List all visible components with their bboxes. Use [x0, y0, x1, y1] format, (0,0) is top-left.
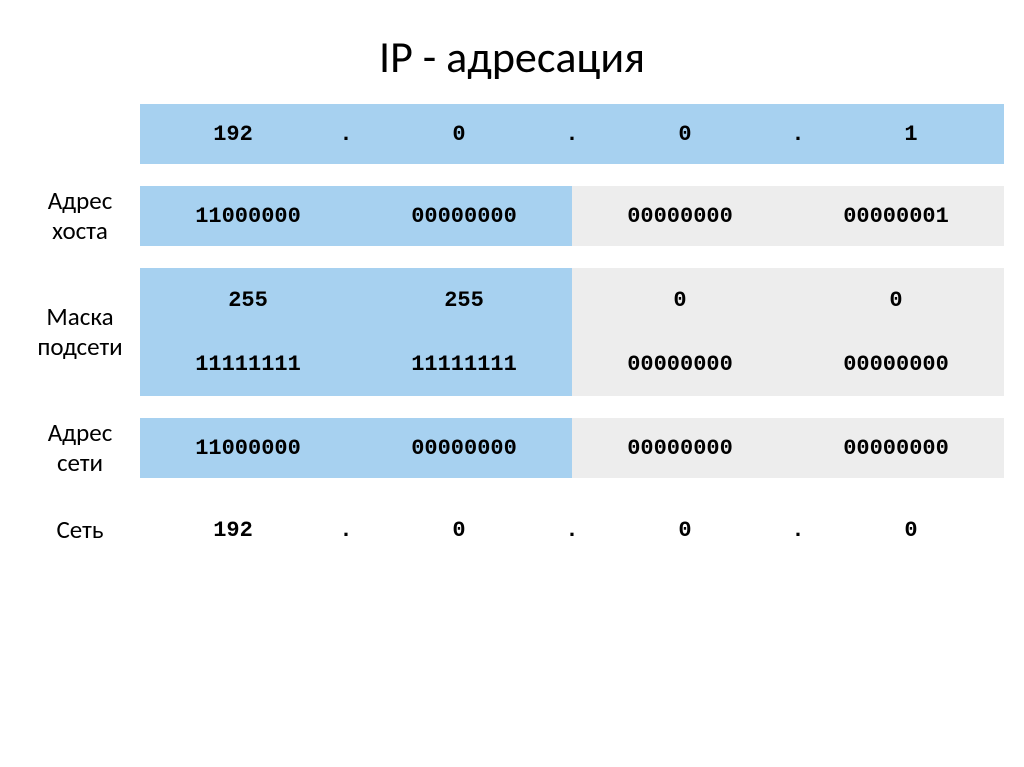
- ip-oct-3: 0: [592, 122, 778, 147]
- host-binary-strip: 11000000 00000000 00000000 00000001: [140, 186, 1004, 246]
- host-label: Адрес хоста: [20, 186, 140, 246]
- net-bin-4: 00000000: [788, 436, 1004, 461]
- network-row: Сеть 192 . 0 . 0 . 0: [20, 500, 1004, 560]
- netdec-1: 192: [140, 518, 326, 543]
- netdec-2: 0: [366, 518, 552, 543]
- ip-oct-4: 1: [818, 122, 1004, 147]
- netdec-3: 0: [592, 518, 778, 543]
- dot: .: [552, 518, 592, 543]
- ip-decimal-strip: 192 . 0 . 0 . 1: [140, 104, 1004, 164]
- ip-oct-2: 0: [366, 122, 552, 147]
- host-bin-3: 00000000: [572, 204, 788, 229]
- page-title: IP - адресация: [0, 0, 1024, 104]
- ip-oct-1: 192: [140, 122, 326, 147]
- network-label: Сеть: [20, 500, 140, 560]
- mask-dec-1: 255: [140, 288, 356, 313]
- mask-dec-2: 255: [356, 288, 572, 313]
- mask-dec-3: 0: [572, 288, 788, 313]
- mask-label: Маска подсети: [20, 268, 140, 396]
- dot: .: [778, 122, 818, 147]
- mask-bin-3: 00000000: [572, 352, 788, 377]
- mask-bin-1: 11111111: [140, 352, 356, 377]
- mask-bin-2: 11111111: [356, 352, 572, 377]
- net-bin-2: 00000000: [356, 436, 572, 461]
- net-row: Адрес сети 11000000 00000000 00000000 00…: [20, 418, 1004, 478]
- net-label: Адрес сети: [20, 418, 140, 478]
- mask-dec-4: 0: [788, 288, 1004, 313]
- mask-bin-4: 00000000: [788, 352, 1004, 377]
- dot: .: [326, 518, 366, 543]
- network-decimal-strip: 192 . 0 . 0 . 0: [140, 500, 1004, 560]
- mask-strip: 255 255 11111111 11111111 0 0: [140, 268, 1004, 396]
- net-bin-1: 11000000: [140, 436, 356, 461]
- ip-decimal-row: 192 . 0 . 0 . 1: [20, 104, 1004, 164]
- host-bin-4: 00000001: [788, 204, 1004, 229]
- dot: .: [326, 122, 366, 147]
- host-bin-2: 00000000: [356, 204, 572, 229]
- mask-row: Маска подсети 255 255 11111111 11111111: [20, 268, 1004, 396]
- host-bin-1: 11000000: [140, 204, 356, 229]
- dot: .: [778, 518, 818, 543]
- host-row: Адрес хоста 11000000 00000000 00000000 0…: [20, 186, 1004, 246]
- ip-diagram: 192 . 0 . 0 . 1 Адрес хоста 11000000: [0, 104, 1024, 560]
- net-bin-3: 00000000: [572, 436, 788, 461]
- empty-label: [20, 104, 140, 164]
- dot: .: [552, 122, 592, 147]
- netdec-4: 0: [818, 518, 1004, 543]
- net-binary-strip: 11000000 00000000 00000000 00000000: [140, 418, 1004, 478]
